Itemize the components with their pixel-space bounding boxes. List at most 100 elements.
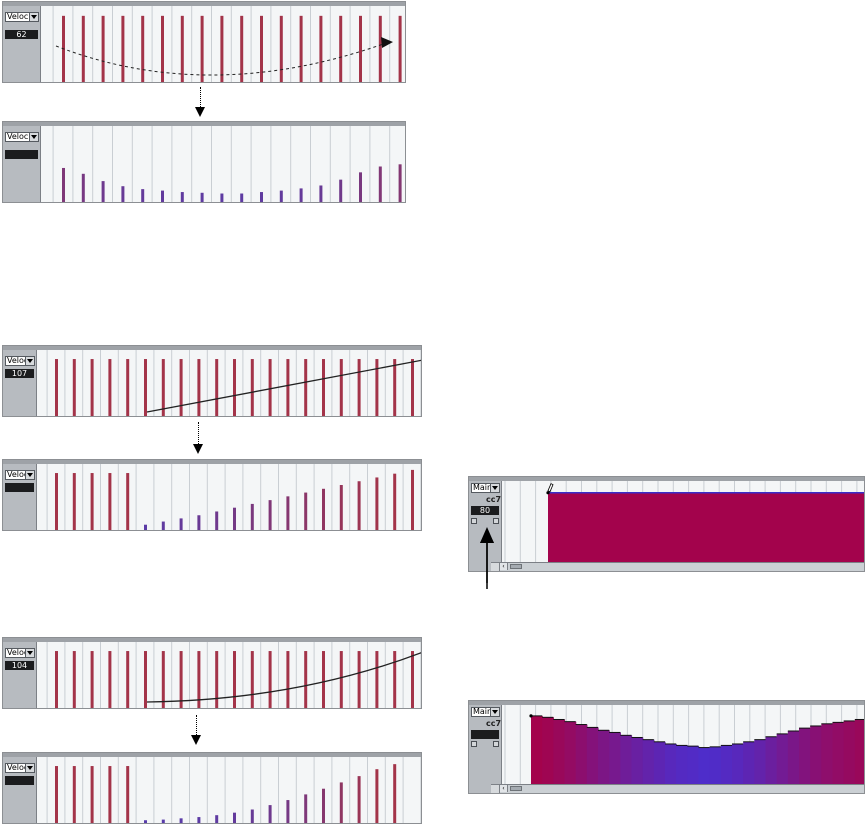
chevron-down-icon[interactable] [490, 484, 499, 492]
velocity-bar [215, 359, 219, 416]
cc-step [832, 722, 845, 784]
add-lane-button[interactable] [471, 518, 477, 524]
velocity-bar [357, 359, 361, 416]
cc-step [531, 715, 543, 784]
velocity-bar [126, 766, 130, 823]
scroll-thumb[interactable] [510, 786, 522, 791]
velocity-lane-sine-before: Veloci 62 [2, 1, 406, 83]
velocity-bar [108, 766, 112, 823]
velocity-bar [357, 481, 361, 530]
velocity-bar [339, 179, 343, 202]
velocity-plot[interactable] [37, 642, 421, 708]
velocity-bar [161, 521, 165, 530]
chevron-down-icon[interactable] [25, 649, 34, 657]
velocity-bar [322, 788, 325, 823]
scroll-left-button[interactable]: ‹ [500, 563, 508, 570]
velocity-plot[interactable] [37, 464, 421, 530]
velocity-plot[interactable] [37, 757, 421, 823]
velocity-lane-selector[interactable]: Veloci [5, 763, 35, 773]
velocity-lane-selector[interactable]: Veloci [5, 12, 39, 22]
velocity-lane-selector[interactable]: Veloci [5, 132, 39, 142]
velocity-bar [161, 819, 165, 823]
controller-value-display [471, 730, 499, 739]
velocity-bar [398, 15, 402, 82]
velocity-bar [215, 815, 219, 823]
velocity-bar [81, 173, 85, 202]
velocity-bar [322, 359, 325, 416]
velocity-plot[interactable] [41, 6, 405, 82]
chevron-down-icon[interactable] [25, 357, 34, 365]
cc-step [720, 745, 733, 784]
velocity-plot[interactable] [41, 126, 405, 202]
velocity-bar [268, 359, 272, 416]
chevron-down-icon[interactable] [25, 764, 34, 772]
velocity-lane-selector[interactable]: Veloci [5, 648, 35, 658]
cc-step [709, 746, 722, 784]
cc-step [553, 719, 566, 784]
velocity-bar [197, 515, 201, 530]
velocity-lane-exp-after: Veloci [2, 752, 422, 824]
velocity-bar [375, 477, 379, 530]
horizontal-scrollbar[interactable]: ‹ [500, 784, 864, 793]
chevron-down-icon[interactable] [29, 133, 38, 141]
velocity-bar [108, 473, 112, 530]
velocity-bar [339, 782, 343, 823]
cc-step [799, 728, 811, 784]
velocity-bar [72, 473, 76, 530]
velocity-bar [62, 167, 65, 202]
curve-arrowhead-icon [381, 37, 393, 48]
velocity-bar [72, 359, 76, 416]
velocity-bar [286, 800, 290, 823]
velocity-plot[interactable] [37, 350, 421, 416]
add-lane-button[interactable] [471, 741, 477, 747]
cc-lane-curve: Main V cc7 ‹ [468, 700, 865, 794]
velocity-bar [144, 820, 147, 823]
velocity-bar [359, 15, 362, 82]
velocity-bar [250, 503, 254, 530]
remove-lane-button[interactable] [493, 741, 499, 747]
chevron-down-icon[interactable] [490, 708, 499, 716]
cc-lane-selector[interactable]: Main V [471, 707, 500, 717]
chevron-down-icon[interactable] [25, 471, 34, 479]
lane-sidebar: Veloci [3, 126, 41, 202]
velocity-bars [46, 464, 421, 530]
velocity-lane-exp-before: Veloci 104 [2, 637, 422, 709]
lane-sidebar: Veloci 107 [3, 350, 37, 416]
velocity-lane-selector-label: Veloci [7, 132, 31, 141]
cc-step [765, 736, 778, 784]
horizontal-scrollbar[interactable]: ‹ [500, 562, 864, 571]
velocity-bar [319, 15, 323, 82]
lane-menu-button[interactable] [491, 562, 500, 571]
velocity-bar [319, 185, 323, 202]
remove-lane-button[interactable] [493, 518, 499, 524]
velocity-bar [279, 15, 283, 82]
scroll-thumb[interactable] [510, 564, 522, 569]
velocity-bar [161, 359, 165, 416]
velocity-bar [375, 651, 379, 708]
cc-step [609, 732, 621, 784]
lane-menu-button[interactable] [491, 784, 500, 793]
chevron-down-icon[interactable] [29, 13, 38, 21]
velocity-bar [250, 651, 254, 708]
velocity-bars [52, 126, 402, 202]
cc-lane-selector[interactable]: Main V [471, 483, 500, 493]
velocity-bar [250, 359, 254, 416]
velocity-bar [144, 359, 147, 416]
velocity-lane-selector[interactable]: Veloci [5, 470, 35, 480]
velocity-bar [197, 817, 201, 823]
scroll-left-button[interactable]: ‹ [500, 785, 508, 792]
velocity-bar [322, 488, 325, 530]
velocity-bar [304, 794, 308, 823]
velocity-lane-selector[interactable]: Veloci [5, 356, 35, 366]
velocity-bar [141, 15, 145, 82]
cc-plot[interactable] [502, 481, 864, 562]
velocity-bar [90, 359, 94, 416]
velocity-bar [179, 818, 183, 823]
velocity-bar [180, 15, 184, 82]
velocity-bar [378, 15, 382, 82]
velocity-bar [121, 15, 125, 82]
cc-step [843, 720, 856, 784]
velocity-bar [357, 776, 361, 823]
velocity-value-display: 107 [5, 369, 34, 378]
cc-plot[interactable] [502, 705, 864, 784]
